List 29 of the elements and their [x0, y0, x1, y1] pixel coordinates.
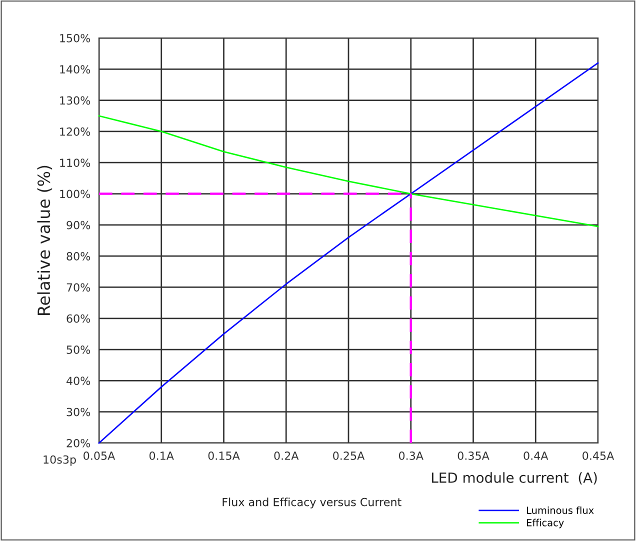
text: 10s3p: [44, 455, 76, 466]
y-tick-label: 40%: [66, 376, 90, 386]
x-axis-title: LED module current (A): [432, 472, 597, 485]
y-axis-title: Relative value (%): [37, 166, 52, 315]
y-tick-label: 30%: [66, 408, 90, 416]
x-tick-label: 0.45A: [582, 452, 614, 460]
x-tick-label: 0.35A: [458, 452, 490, 460]
y-tick-label: 70%: [66, 283, 90, 292]
x-tick-label: 0.4A: [524, 452, 548, 460]
text: Flux and Efficacy versus Current: [222, 498, 402, 508]
x-tick-label: 0.15A: [208, 452, 240, 460]
y-tick-label: 150%: [60, 34, 90, 42]
x-tick-label: 0.25A: [333, 452, 365, 460]
x-tick-label: 0.05A: [84, 452, 116, 460]
y-tick-label: 130%: [60, 96, 90, 105]
y-tick-label: 140%: [60, 65, 90, 74]
y-tick-label: 60%: [66, 314, 90, 323]
y-tick-label: 20%: [66, 438, 90, 448]
x-tick-label: 0.2A: [274, 452, 299, 460]
y-tick-label: 100%: [60, 190, 90, 198]
y-tick-label: 120%: [60, 127, 90, 136]
y-tick-label: 80%: [66, 252, 90, 260]
y-tick-label: 50%: [66, 346, 90, 354]
y-tick-label: 110%: [60, 158, 90, 167]
x-tick-label: 0.3A: [398, 452, 424, 460]
legend-label: Luminous flux: [527, 506, 594, 514]
x-tick-label: 0.1A: [149, 452, 174, 460]
y-tick-label: 90%: [66, 220, 90, 230]
legend-label: Efficacy: [527, 518, 564, 528]
